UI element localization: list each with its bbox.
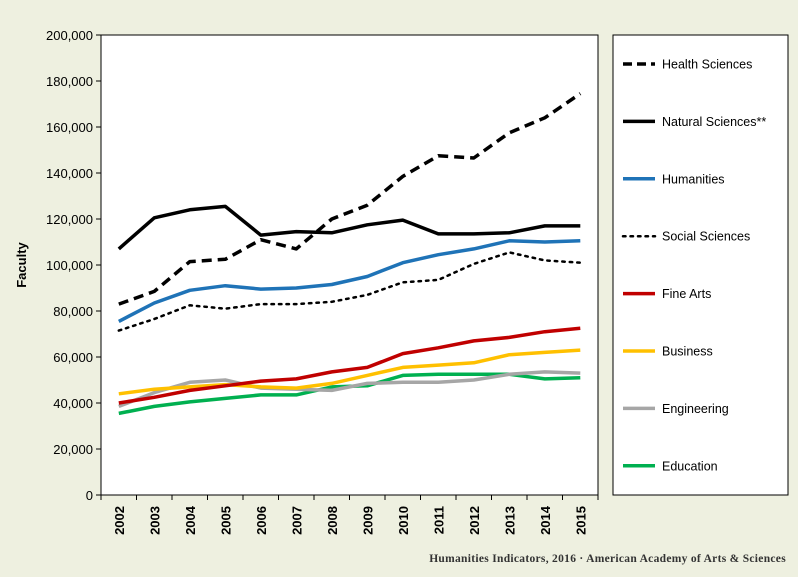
x-tick-label: 2004: [183, 505, 198, 535]
series-line-natural-sciences: [117, 204, 581, 251]
legend-box: [612, 34, 789, 496]
legend: Health Sciences Natural Sciences** Humanit…: [621, 58, 766, 473]
series-line-social-sciences: [117, 251, 582, 332]
y-tick-label: 160,000: [46, 120, 93, 135]
series-line-humanities: [117, 239, 581, 323]
x-tick-label: 2005: [218, 506, 233, 535]
series-lines: [117, 92, 582, 416]
x-tick-label: 2012: [467, 506, 482, 535]
y-tick-label: 60,000: [53, 350, 93, 365]
legend-label: Social Sciences: [662, 230, 750, 244]
y-tick-label: 0: [86, 488, 93, 503]
x-tick-label: 2006: [254, 506, 269, 535]
legend-label: Natural Sciences**: [662, 115, 766, 129]
y-tick-label: 80,000: [53, 304, 93, 319]
series-line-fine-arts: [118, 326, 581, 405]
y-axis-label: Faculty: [14, 241, 29, 287]
series-line-health-sciences: [118, 92, 582, 306]
y-tick-label: 20,000: [53, 442, 93, 457]
legend-label: Humanities: [662, 172, 725, 186]
x-tick-label: 2009: [360, 506, 375, 535]
y-tick-label: 120,000: [46, 212, 93, 227]
x-tick-label: 2007: [289, 506, 304, 535]
y-tick-label: 140,000: [46, 166, 93, 181]
x-tick-label: 2008: [325, 506, 340, 535]
y-tick-label: 40,000: [53, 396, 93, 411]
x-tick-label: 2002: [112, 506, 127, 535]
series-line-engineering: [118, 370, 581, 409]
y-tick-label: 100,000: [46, 258, 93, 273]
x-tick-label: 2015: [573, 506, 588, 535]
plot-area: [100, 34, 599, 496]
x-tick-label: 2014: [538, 505, 553, 535]
x-tick-label: 2013: [502, 506, 517, 535]
legend-label: Business: [662, 345, 713, 359]
series-line-business: [118, 348, 581, 396]
x-tick-label: 2010: [396, 506, 411, 535]
x-tick-label: 2003: [147, 506, 162, 535]
y-tick-label: 200,000: [46, 28, 93, 43]
y-tick-label: 180,000: [46, 74, 93, 89]
source-credit: Humanities Indicators, 2016 · American A…: [429, 553, 786, 565]
legend-label: Education: [662, 459, 718, 473]
x-axis: 2002 2003 2004 2005 2006 2007 2008 2009 2010 2011…: [100, 495, 599, 535]
legend-label: Fine Arts: [662, 287, 711, 301]
legend-label: Health Sciences: [662, 58, 752, 72]
legend-label: Engineering: [662, 402, 729, 416]
y-axis: 0 20,000 40,000 60,000 80,000 100,000 120,000 1…: [46, 28, 101, 503]
x-tick-label: 2011: [431, 506, 446, 534]
